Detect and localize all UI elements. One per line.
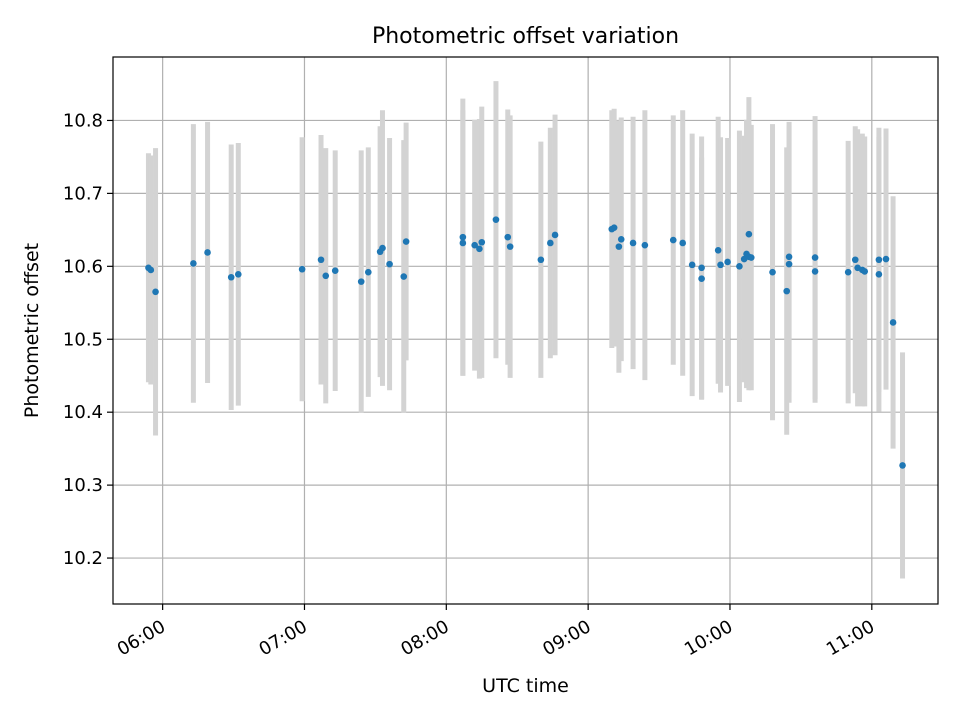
data-point bbox=[402, 238, 410, 245]
data-point bbox=[745, 230, 753, 238]
data-point bbox=[204, 249, 211, 256]
data-point bbox=[506, 243, 514, 250]
data-point bbox=[669, 236, 677, 244]
data-point bbox=[861, 268, 869, 275]
data-point bbox=[875, 271, 883, 278]
data-point bbox=[459, 239, 467, 247]
chart-title: Photometric offset variation bbox=[372, 24, 679, 49]
data-point bbox=[478, 238, 486, 246]
data-point bbox=[724, 258, 731, 266]
data-point bbox=[629, 239, 637, 247]
y-tick-label: 10.6 bbox=[63, 256, 103, 277]
data-point bbox=[688, 261, 696, 269]
data-point bbox=[785, 260, 793, 268]
data-point bbox=[747, 254, 755, 261]
data-point bbox=[152, 288, 159, 296]
data-point bbox=[811, 254, 819, 261]
data-point bbox=[736, 263, 743, 270]
y-axis-label: Photometric offset bbox=[21, 243, 43, 418]
data-point bbox=[331, 267, 339, 274]
data-point bbox=[882, 255, 890, 263]
data-point bbox=[899, 462, 906, 469]
data-point bbox=[615, 243, 623, 250]
data-point bbox=[317, 256, 325, 264]
data-point bbox=[679, 239, 686, 247]
data-point bbox=[785, 253, 793, 261]
plot-frame bbox=[112, 56, 939, 605]
data-point bbox=[714, 246, 722, 254]
data-point bbox=[844, 268, 852, 276]
y-tick-label: 10.5 bbox=[63, 329, 103, 350]
y-tick-label: 10.2 bbox=[63, 548, 103, 569]
data-point bbox=[641, 241, 649, 249]
data-point bbox=[298, 265, 306, 273]
data-point bbox=[386, 260, 393, 268]
data-point bbox=[190, 260, 197, 267]
data-point bbox=[811, 268, 819, 275]
data-point bbox=[551, 231, 559, 239]
data-point bbox=[610, 224, 618, 231]
data-point bbox=[400, 273, 408, 280]
data-point bbox=[504, 233, 512, 241]
data-points bbox=[145, 216, 906, 469]
data-point bbox=[459, 233, 467, 241]
data-point bbox=[476, 245, 483, 253]
data-point bbox=[322, 272, 330, 280]
y-tick-label: 10.4 bbox=[63, 402, 103, 423]
data-point bbox=[698, 275, 705, 283]
data-point bbox=[357, 278, 365, 285]
data-point bbox=[234, 271, 242, 278]
y-tick-label: 10.8 bbox=[63, 110, 103, 131]
data-point bbox=[227, 273, 235, 281]
data-point bbox=[851, 256, 859, 264]
x-axis-label: UTC time bbox=[482, 675, 569, 697]
y-tick-label: 10.3 bbox=[63, 475, 103, 496]
data-point bbox=[698, 264, 705, 272]
data-point bbox=[147, 266, 155, 274]
data-point bbox=[875, 256, 883, 264]
data-point bbox=[717, 261, 724, 269]
data-point bbox=[547, 239, 554, 247]
data-point bbox=[379, 244, 386, 252]
data-point bbox=[769, 268, 776, 276]
y-tick-label: 10.7 bbox=[63, 183, 103, 204]
data-point bbox=[365, 268, 372, 276]
data-point bbox=[492, 216, 500, 223]
data-point bbox=[889, 319, 897, 326]
data-point bbox=[471, 241, 478, 249]
data-point bbox=[537, 256, 545, 264]
data-point bbox=[783, 287, 791, 295]
data-point bbox=[617, 236, 625, 243]
